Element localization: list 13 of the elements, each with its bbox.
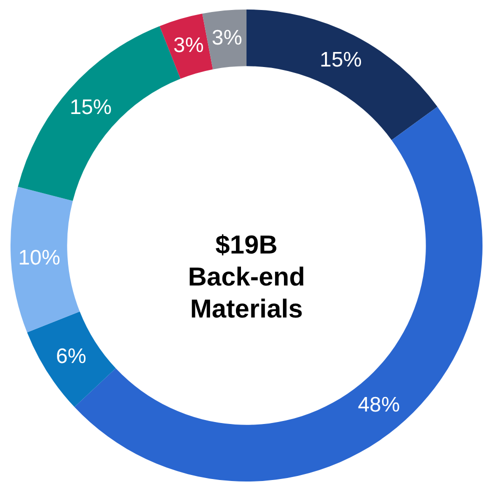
donut-slice — [27, 312, 116, 408]
donut-slice — [246, 10, 438, 140]
data-label: 3% — [173, 34, 204, 58]
data-label: 15% — [320, 48, 362, 72]
data-label: 6% — [56, 344, 86, 368]
data-label: 15% — [70, 96, 112, 120]
donut-slice — [160, 14, 213, 79]
data-label: 3% — [212, 26, 242, 50]
donut-slice — [202, 10, 246, 70]
data-label: 48% — [358, 394, 400, 417]
data-label: 10% — [18, 246, 60, 270]
text: $19B Back-end Materials — [188, 230, 306, 324]
donut-slice — [10, 186, 80, 332]
